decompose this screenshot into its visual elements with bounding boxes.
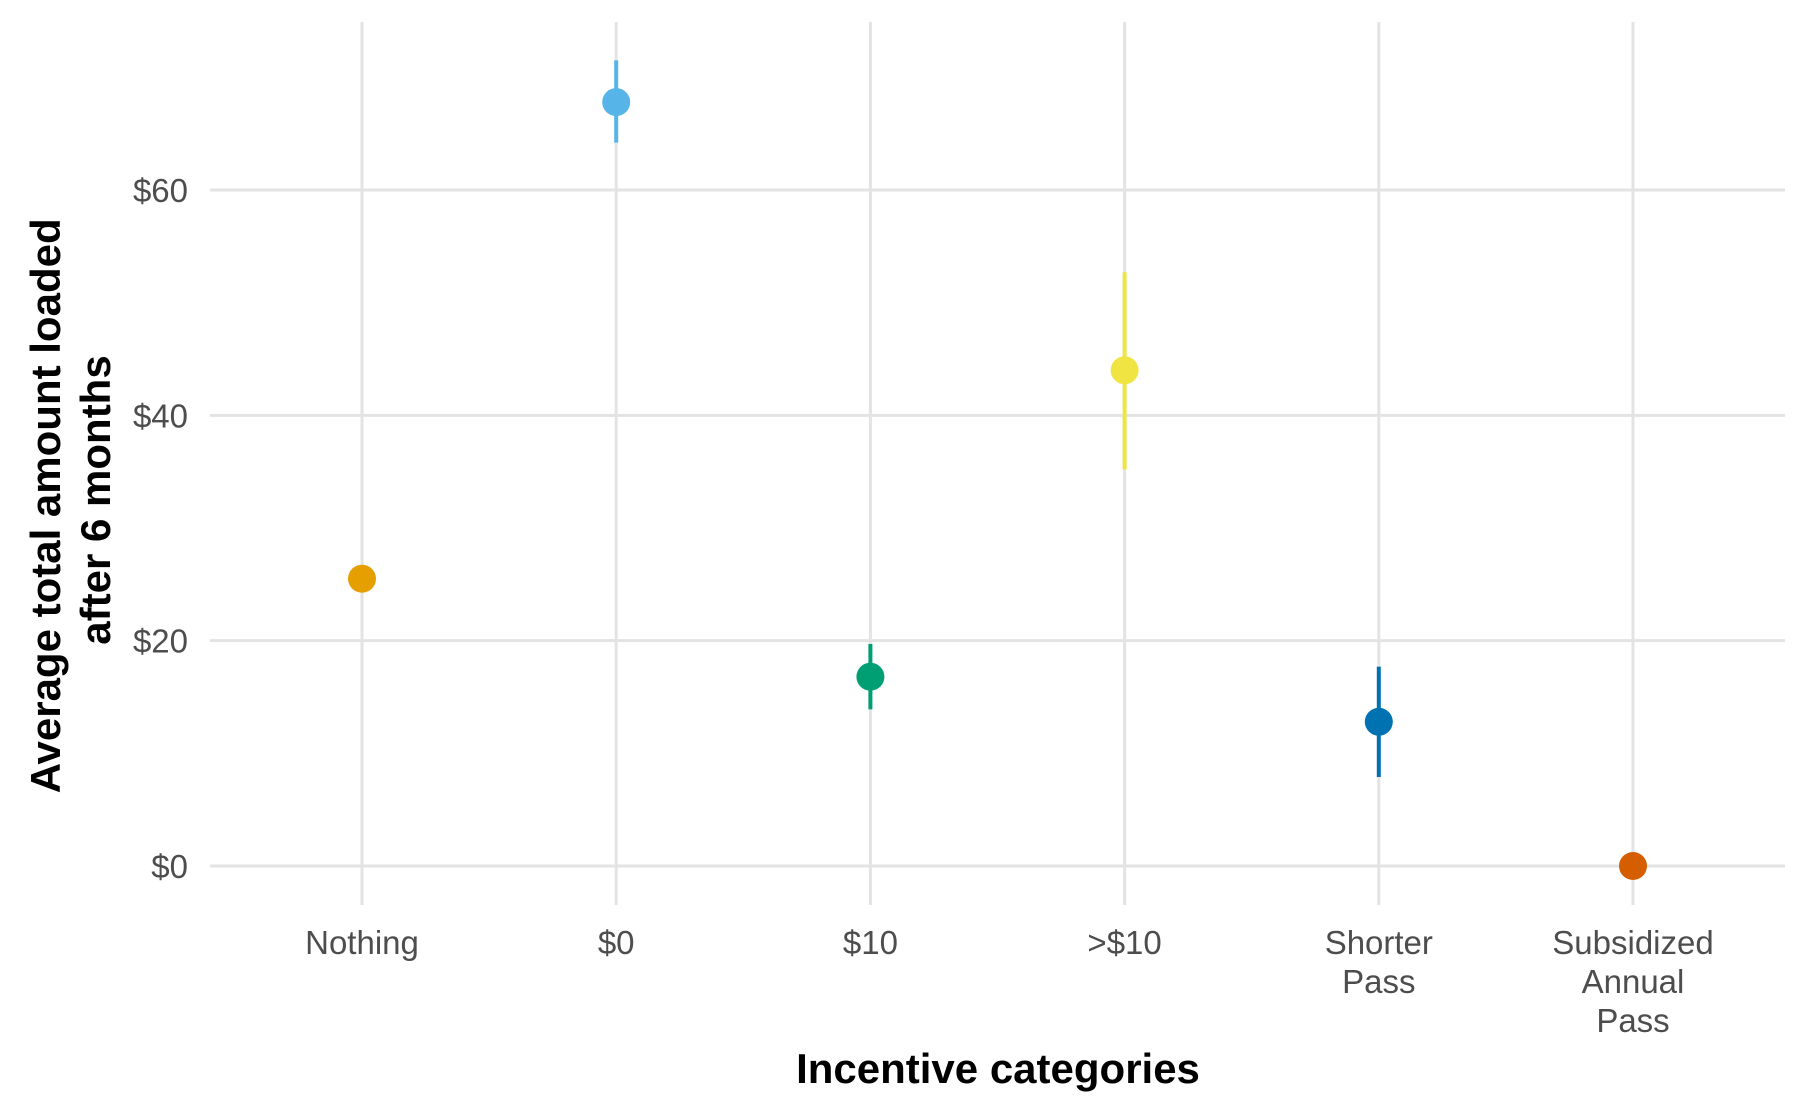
x-tick-label: $0 [598,924,635,961]
y-axis-title: Average total amount loaded after 6 mont… [22,207,119,794]
grid [210,22,1785,905]
x-tick-label-line: $0 [598,924,635,961]
x-tick-label-line: $10 [843,924,898,961]
y-tick-label: $60 [133,172,188,209]
x-tick-label: Shorter Pass [1325,924,1433,1000]
x-tick-label-line: Pass [1342,963,1415,1000]
x-tick-label-line: Shorter [1325,924,1433,961]
x-tick-label-line: Nothing [305,924,419,961]
data-point [348,564,376,593]
y-axis-ticks: $0 $20 $40 $60 [133,172,188,885]
data-point [1110,356,1139,385]
data-point [856,662,885,691]
x-axis-title: Incentive categories [796,1045,1200,1092]
x-tick-label: Nothing [305,924,419,961]
x-tick-label: Subsidized Annual Pass [1552,924,1713,1039]
x-tick-label: $10 [843,924,898,961]
data-points [348,88,1647,880]
x-tick-label-line: Pass [1596,1002,1669,1039]
y-tick-label: $0 [151,848,188,885]
x-tick-label-line: >$10 [1087,924,1161,961]
data-point [1619,852,1647,880]
x-tick-label-line: Subsidized [1552,924,1713,961]
y-tick-label: $40 [133,397,188,434]
y-axis-title-line-1: Average total amount loaded [22,218,69,793]
y-tick-label: $20 [133,623,188,660]
y-axis-title-line-2: after 6 months [72,355,119,644]
data-point [602,88,631,117]
x-tick-label-line: Annual [1582,963,1685,1000]
error-bars [614,60,1381,777]
data-point [1364,707,1393,736]
x-tick-label: >$10 [1087,924,1161,961]
